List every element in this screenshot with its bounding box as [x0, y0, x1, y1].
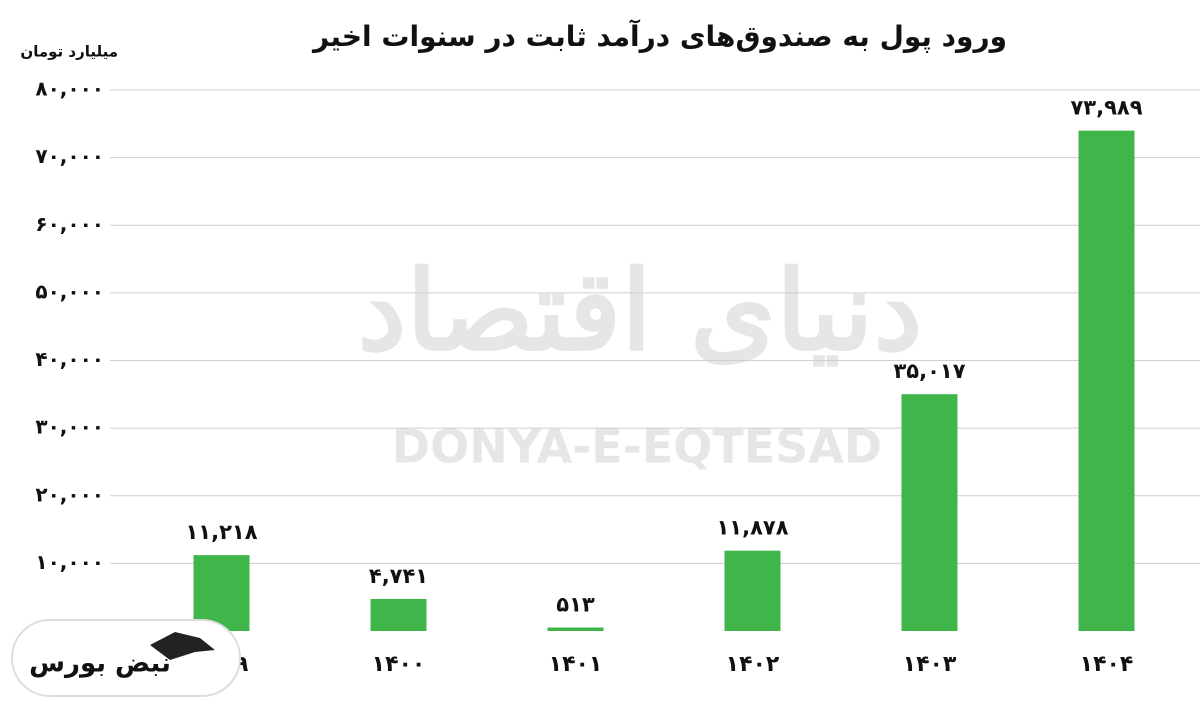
watermark: دنیای اقتصاد — [358, 246, 923, 375]
y-tick-label: ۷۰,۰۰۰ — [35, 144, 104, 168]
value-label: ۵۱۳ — [556, 593, 595, 617]
y-tick-label: ۳۰,۰۰۰ — [35, 415, 104, 439]
x-tick-label: ۱۴۰۱ — [549, 652, 603, 677]
value-label: ۱۱,۸۷۸ — [716, 516, 788, 540]
logo: نبض بورس — [11, 619, 241, 697]
x-tick-label: ۱۴۰۲ — [726, 652, 780, 677]
value-label: ۷۳,۹۸۹ — [1070, 96, 1142, 120]
value-label: ۱۱,۲۱۸ — [185, 520, 257, 544]
y-tick-label: ۱۰,۰۰۰ — [35, 550, 104, 574]
logo-bull — [150, 632, 215, 660]
x-tick-label: ۱۴۰۰ — [372, 652, 426, 677]
y-axis-label: میلیارد تومان — [20, 43, 118, 61]
y-tick-label: ۴۰,۰۰۰ — [35, 347, 104, 371]
watermark: DONYA-E-EQTESAD — [392, 420, 882, 474]
bar — [193, 555, 250, 631]
bar — [901, 394, 958, 631]
x-tick-label: ۱۴۰۳ — [903, 652, 957, 677]
x-tick-label: ۱۴۰۴ — [1080, 652, 1134, 677]
plot: ۱۰,۰۰۰ ۲۰,۰۰۰ ۳۰,۰۰۰ ۴۰,۰۰۰ ۵۰,۰۰۰ ۶۰,۰۰۰ ۷۰,۰… — [35, 77, 1200, 677]
bar — [547, 627, 604, 631]
logo-text: نبض بورس — [29, 649, 171, 679]
bar — [370, 598, 427, 631]
y-tick-label: ۵۰,۰۰۰ — [35, 279, 104, 303]
y-tick-label: ۶۰,۰۰۰ — [35, 212, 104, 236]
value-label: ۴,۷۴۱ — [369, 564, 428, 588]
y-tick-label: ۲۰,۰۰۰ — [35, 482, 104, 506]
value-label: ۳۵,۰۱۷ — [893, 359, 965, 383]
y-tick-label: ۸۰,۰۰۰ — [35, 77, 104, 101]
chart-title: ورود پول به صندوق‌های درآمد ثابت در سنوا… — [311, 19, 1007, 53]
bar — [724, 550, 781, 631]
bar — [1078, 130, 1135, 631]
